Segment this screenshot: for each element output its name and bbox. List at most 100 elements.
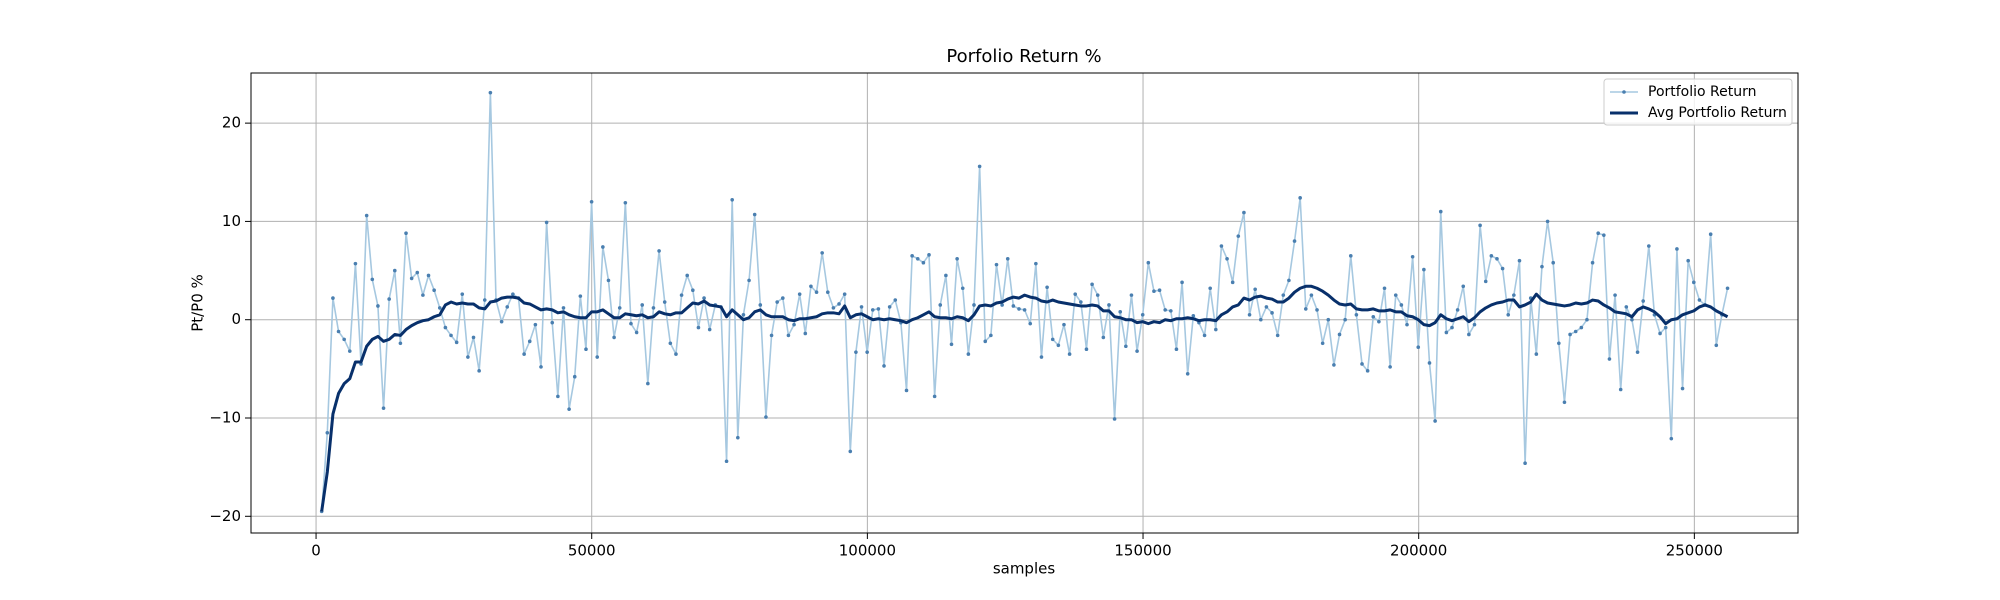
data-point [820,251,824,255]
data-point [1455,308,1460,312]
data-point [1365,369,1370,373]
data-point [859,305,864,309]
series-line [320,284,1729,512]
data-point [1658,331,1662,336]
data-point [887,305,892,309]
data-point [1287,278,1291,283]
data-point [1050,337,1055,342]
data-point [1242,210,1246,215]
x-tick-label: 100000 [839,542,896,560]
chart-title: Porfolio Return % [946,46,1101,67]
y-tick-label: 10 [222,212,241,230]
data-point [477,369,481,373]
data-point [1545,219,1550,224]
data-point [1275,333,1280,338]
data-point [1281,293,1286,297]
data-point [1714,343,1719,348]
data-point [1725,286,1730,291]
data-point [1568,332,1572,337]
data-point [1523,461,1527,466]
data-point [1613,293,1617,297]
data-point [1298,196,1302,200]
data-point [1478,223,1482,228]
data-point [629,321,633,326]
data-point [347,349,352,353]
data-point [634,330,639,335]
data-point [437,306,442,310]
data-point [544,220,549,225]
legend-marker [1622,90,1626,94]
data-point [1343,317,1347,322]
data-point [679,293,684,297]
data-point [764,415,768,419]
data-point [1079,300,1083,304]
data-point [584,347,588,351]
data-point [331,296,335,300]
data-point [1675,247,1679,251]
data-point [1022,308,1027,312]
data-point [960,286,965,291]
data-point [825,290,830,294]
data-point [1573,329,1578,334]
data-point [325,430,330,435]
data-point [1450,325,1454,330]
data-point [640,303,645,307]
data-point [1585,317,1589,322]
data-point [364,213,369,218]
data-point [617,306,622,310]
data-point [786,333,791,338]
data-point [353,261,358,266]
data-point [736,435,740,440]
data-point [601,245,605,249]
data-point [747,278,751,283]
data-point [837,302,841,306]
data-point [1320,341,1325,346]
data-point [1045,285,1049,290]
data-point [1067,352,1072,356]
data-point [1405,322,1409,327]
data-point [1107,303,1111,307]
data-point [730,197,734,202]
data-point [882,364,886,368]
data-point [454,340,459,345]
data-point [1388,365,1392,369]
data-point [1663,325,1668,330]
data-point [1112,417,1117,421]
data-point [1264,305,1269,309]
data-point [421,293,425,297]
data-point [1540,264,1544,269]
data-point [1214,327,1218,332]
data-point [989,333,993,338]
data-point [870,308,875,312]
x-tick-label: 250000 [1666,542,1723,560]
data-point [1371,314,1376,319]
data-point [1692,280,1696,285]
data-point [1056,343,1061,348]
data-point [370,277,375,282]
data-point [1270,311,1274,315]
data-point [572,374,577,379]
x-axis-label: samples [993,560,1056,578]
data-point [578,294,583,298]
data-point [556,394,560,399]
data-point [1348,254,1353,258]
data-point [1303,307,1308,311]
data-point [915,256,920,261]
data-point [1011,304,1016,308]
data-point [1506,312,1511,317]
data-point [724,459,729,464]
data-point [342,337,346,342]
data-point [1489,254,1494,258]
data-point [1467,332,1471,337]
data-point [449,333,453,338]
data-point [966,352,971,356]
data-point [1309,293,1314,297]
data-point [533,322,538,327]
legend-label: Portfolio Return [1648,84,1757,100]
data-point [814,290,819,294]
data-point [781,296,785,300]
plot-frame [250,72,1799,534]
data-point [1135,349,1139,353]
data-point [977,164,982,169]
data-point [432,288,436,293]
